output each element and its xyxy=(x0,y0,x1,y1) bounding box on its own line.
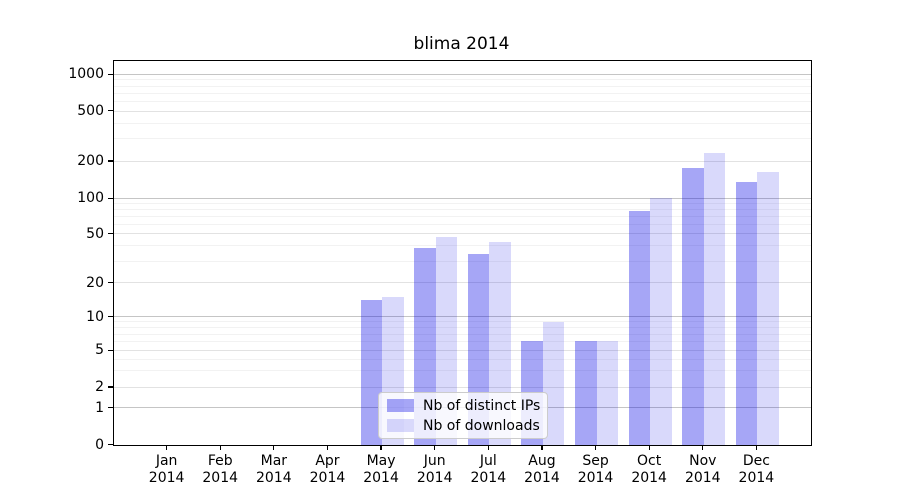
legend: Nb of distinct IPs Nb of downloads xyxy=(378,392,548,439)
gridline-y-9 xyxy=(114,321,811,323)
y-tick-mark-200 xyxy=(108,160,113,162)
x-tick-mark-dec xyxy=(755,445,757,450)
x-tick-label-nov: Nov 2014 xyxy=(684,452,721,487)
gridline-y-20 xyxy=(114,282,811,284)
gridline-y-900 xyxy=(114,79,811,81)
y-tick-label-10: 10 xyxy=(86,308,104,325)
x-tick-label-feb: Feb 2014 xyxy=(202,452,239,487)
gridline-y-50 xyxy=(114,233,811,235)
y-tick-label-0: 0 xyxy=(95,436,104,453)
gridline-y-4 xyxy=(114,358,811,360)
x-tick-label-may: May 2014 xyxy=(363,452,399,487)
x-tick-label-mar: Mar 2014 xyxy=(256,452,292,487)
x-tick-label-apr: Apr 2014 xyxy=(309,452,346,487)
gridline-y-10 xyxy=(114,316,811,318)
x-tick-label-aug: Aug 2014 xyxy=(524,452,560,487)
bar-downloads-nov xyxy=(703,153,726,445)
bar-downloads-sep xyxy=(596,341,618,445)
bar-downloads-dec xyxy=(757,172,779,445)
x-tick-mark-oct xyxy=(648,445,650,450)
legend-row-distinct-ips: Nb of distinct IPs xyxy=(387,397,541,414)
x-tick-mark-sep xyxy=(594,445,597,450)
gridline-y-90 xyxy=(114,203,811,205)
x-tick-mark-jan xyxy=(166,445,168,450)
gridline-y-300 xyxy=(114,138,811,140)
y-tick-mark-50 xyxy=(108,232,113,235)
y-tick-label-20: 20 xyxy=(86,274,104,291)
y-tick-label-100: 100 xyxy=(77,190,104,207)
gridline-y-2 xyxy=(114,386,811,388)
bar-distinct-ips-may xyxy=(360,300,383,445)
x-tick-label-jun: Jun 2014 xyxy=(416,452,453,487)
y-tick-mark-5 xyxy=(108,349,113,351)
bar-downloads-oct xyxy=(650,198,672,445)
gridline-y-7 xyxy=(114,333,811,335)
gridline-y-400 xyxy=(114,122,811,124)
gridline-y-1000 xyxy=(114,73,811,75)
legend-swatch-downloads xyxy=(387,419,414,432)
x-tick-mark-jun xyxy=(434,445,436,450)
x-tick-label-oct: Oct 2014 xyxy=(631,452,667,487)
y-tick-mark-500 xyxy=(108,110,113,112)
y-tick-mark-0 xyxy=(108,443,113,445)
gridline-y-200 xyxy=(114,160,811,162)
y-tick-mark-2 xyxy=(108,386,113,388)
x-tick-label-jul: Jul 2014 xyxy=(470,452,507,487)
gridline-y-30 xyxy=(114,260,811,262)
gridline-y-60 xyxy=(114,223,811,225)
legend-label-distinct-ips: Nb of distinct IPs xyxy=(423,397,541,414)
plot-area xyxy=(113,60,812,446)
y-tick-label-500: 500 xyxy=(77,103,104,119)
y-tick-label-1: 1 xyxy=(95,399,104,416)
x-tick-label-dec: Dec 2014 xyxy=(738,452,775,487)
legend-label-downloads: Nb of downloads xyxy=(423,417,540,434)
gridline-y-6 xyxy=(114,340,811,342)
x-tick-mark-jul xyxy=(487,445,489,450)
y-tick-mark-10 xyxy=(108,315,113,318)
x-tick-mark-mar xyxy=(273,445,275,450)
y-tick-mark-1 xyxy=(108,406,113,409)
bar-downloads-aug xyxy=(542,321,565,445)
y-tick-label-1000: 1000 xyxy=(68,66,104,83)
x-tick-mark-nov xyxy=(702,445,704,450)
bar-distinct-ips-nov xyxy=(682,167,704,445)
x-tick-mark-aug xyxy=(541,445,543,450)
x-tick-mark-feb xyxy=(219,445,221,450)
y-tick-mark-100 xyxy=(108,197,113,199)
gridline-y-5 xyxy=(114,349,811,351)
x-tick-label-sep: Sep 2014 xyxy=(577,452,614,487)
gridline-y-70 xyxy=(114,216,811,218)
legend-row-downloads: Nb of downloads xyxy=(387,417,540,434)
x-tick-mark-apr xyxy=(326,445,329,450)
y-tick-label-50: 50 xyxy=(86,225,104,242)
x-tick-mark-may xyxy=(380,445,382,450)
legend-swatch-distinct-ips xyxy=(387,399,414,412)
y-tick-mark-1000 xyxy=(108,73,113,75)
x-tick-label-jan: Jan 2014 xyxy=(148,452,185,487)
y-tick-mark-20 xyxy=(108,282,113,284)
y-tick-label-200: 200 xyxy=(77,153,104,170)
gridline-y-600 xyxy=(114,100,811,102)
gridline-y-3 xyxy=(114,370,811,372)
gridline-y-800 xyxy=(114,85,811,87)
bar-distinct-ips-oct xyxy=(628,210,651,445)
bar-distinct-ips-dec xyxy=(735,182,758,445)
gridline-y-700 xyxy=(114,92,811,94)
gridline-y-80 xyxy=(114,209,811,211)
gridline-y-100 xyxy=(114,197,811,199)
bar-distinct-ips-sep xyxy=(575,341,597,445)
gridline-y-500 xyxy=(114,110,811,112)
gridline-y-40 xyxy=(114,245,811,247)
y-tick-label-2: 2 xyxy=(95,379,104,395)
gridline-y-8 xyxy=(114,327,811,329)
chart-title: blima 2014 xyxy=(413,34,510,54)
y-tick-label-5: 5 xyxy=(95,342,104,359)
